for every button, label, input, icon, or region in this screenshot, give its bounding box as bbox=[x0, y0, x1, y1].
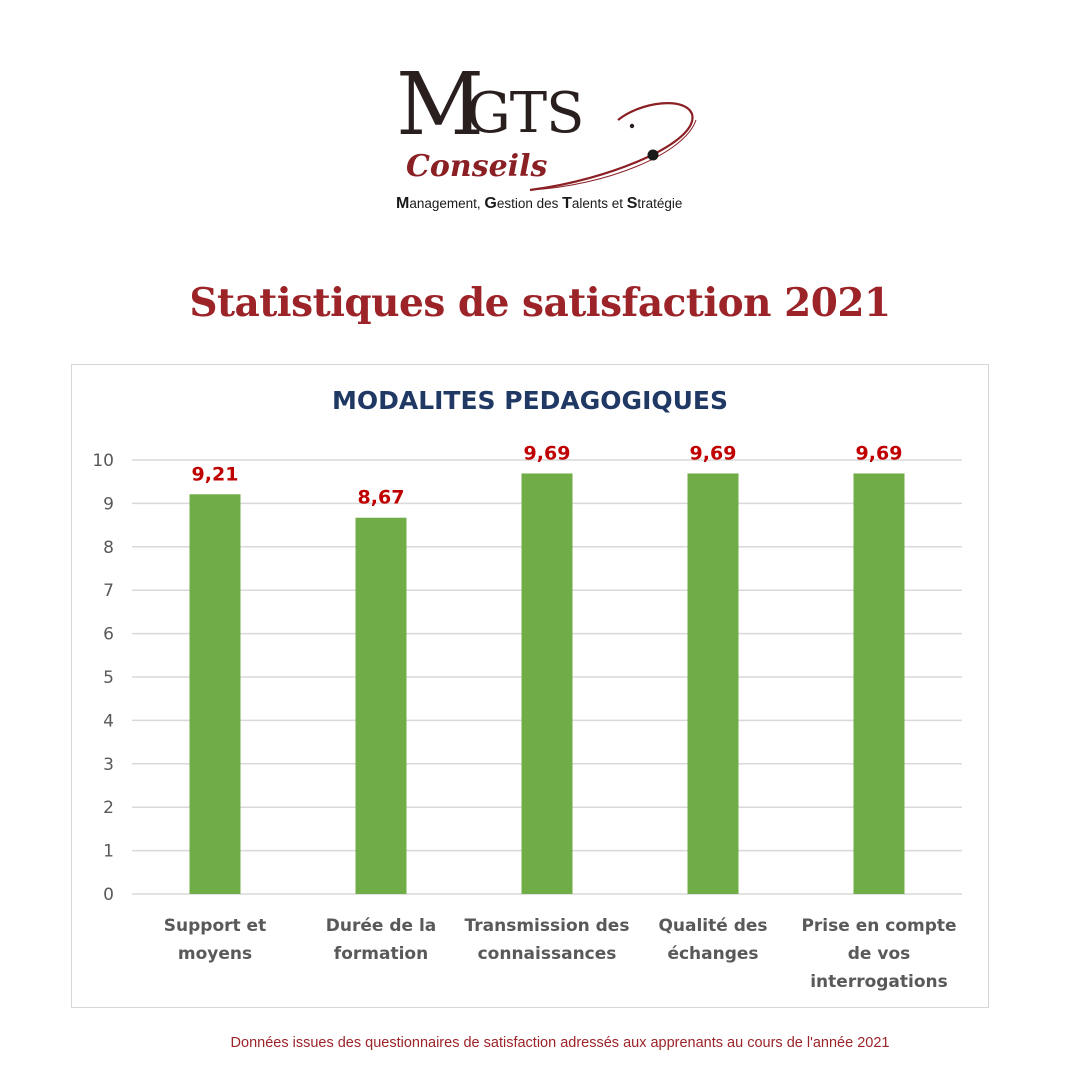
logo-orbit-swoosh bbox=[529, 102, 697, 192]
y-tick-label: 10 bbox=[92, 451, 114, 471]
page-title: Statistiques de satisfaction 2021 bbox=[189, 280, 891, 326]
y-tick-label: 3 bbox=[103, 755, 114, 775]
category-label: formation bbox=[334, 944, 428, 964]
bar-value-label: 9,69 bbox=[524, 442, 571, 464]
y-tick-label: 6 bbox=[103, 625, 114, 645]
category-label: Prise en compte bbox=[801, 916, 956, 936]
category-label: échanges bbox=[667, 944, 758, 964]
y-tick-label: 5 bbox=[103, 668, 114, 688]
category-label: connaissances bbox=[478, 944, 617, 964]
category-label: interrogations bbox=[810, 972, 948, 992]
logo-conseils: Conseils bbox=[406, 149, 548, 184]
bar-value-label: 9,69 bbox=[690, 442, 737, 464]
y-tick-label: 2 bbox=[103, 798, 114, 818]
bar-3 bbox=[521, 473, 573, 894]
chart-title: MODALITES PEDAGOGIQUES bbox=[332, 386, 728, 415]
bar-value-label: 8,67 bbox=[358, 487, 405, 509]
logo-letter-m: M bbox=[396, 55, 484, 155]
y-tick-label: 7 bbox=[103, 581, 114, 601]
category-label: Durée de la bbox=[326, 916, 437, 936]
bar-2 bbox=[355, 517, 407, 894]
category-label: moyens bbox=[178, 944, 252, 964]
category-label: de vos bbox=[848, 944, 911, 964]
logo-tagline: Management, Gestion des Talents et Strat… bbox=[396, 195, 683, 212]
category-label: Support et bbox=[164, 916, 266, 936]
bar-1 bbox=[189, 494, 241, 894]
mgts-logo: M GTS Conseils Management, Gestion des T… bbox=[380, 62, 710, 222]
y-tick-label: 0 bbox=[103, 885, 114, 905]
bar-4 bbox=[687, 473, 739, 894]
logo-letters-gts: GTS bbox=[466, 81, 584, 146]
footnote: Données issues des questionnaires de sat… bbox=[230, 1035, 890, 1051]
category-label: Transmission des bbox=[465, 916, 630, 936]
y-tick-label: 8 bbox=[103, 538, 114, 558]
chart-container: MODALITES PEDAGOGIQUES 0 1 2 3 4 5 6 7 8 9 10 9,21 Su… bbox=[71, 364, 989, 1008]
y-tick-label: 4 bbox=[103, 711, 114, 731]
bar-5 bbox=[853, 473, 905, 894]
category-label: Qualité des bbox=[658, 916, 767, 936]
y-tick-label: 1 bbox=[103, 842, 114, 862]
bar-chart: MODALITES PEDAGOGIQUES 0 1 2 3 4 5 6 7 8 9 10 9,21 Su… bbox=[92, 386, 962, 992]
logo-orbit-dot bbox=[647, 149, 659, 161]
y-tick-label: 9 bbox=[103, 494, 114, 514]
bar-value-label: 9,21 bbox=[192, 463, 239, 485]
bar-value-label: 9,69 bbox=[856, 442, 903, 464]
